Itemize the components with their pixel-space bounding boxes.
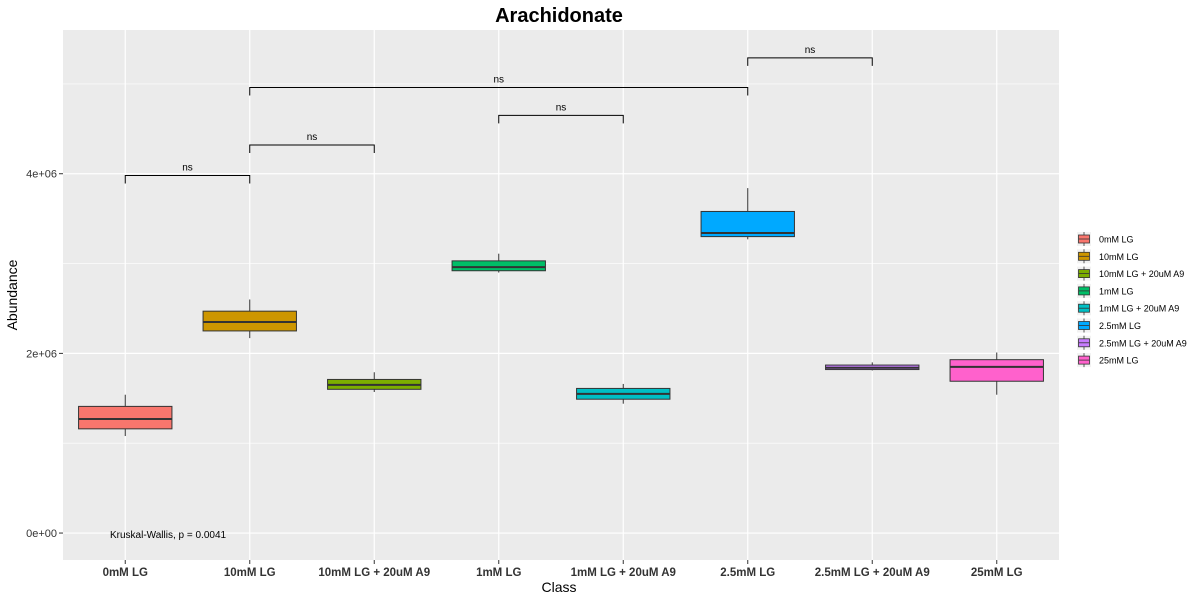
significance-label: ns [805, 45, 816, 56]
bracket-line [249, 86, 749, 96]
legend-item-7: 2.5mM LG + 20uM A9 [1077, 335, 1187, 350]
x-tick-label: 2.5mM LG + 20uM A9 [815, 567, 930, 579]
x-tick-label: 10mM LG + 20uM A9 [318, 567, 430, 579]
significance-label: ns [182, 163, 193, 174]
boxes-layer [78, 188, 1044, 437]
y-axis-title: Abundance [4, 259, 20, 330]
legend-item-3: 10mM LG + 20uM A9 [1077, 266, 1184, 281]
box-4 [451, 253, 546, 273]
y-axis-ticks: 0e+00 2e+06 4e+06 [26, 169, 63, 540]
comparisons-layer: ns ns ns ns ns [124, 45, 873, 184]
legend-label: 1mM LG [1099, 286, 1134, 296]
bracket-line [249, 144, 375, 153]
plot-panel [63, 30, 1059, 560]
y-tick-label: 4e+06 [26, 169, 57, 181]
box-7 [825, 362, 920, 371]
box-2 [202, 299, 297, 339]
legend-label: 10mM LG + 20uM A9 [1099, 269, 1184, 279]
legend-item-8: 25mM LG [1077, 353, 1139, 368]
x-tick-label: 1mM LG [476, 567, 521, 579]
box-3 [327, 372, 422, 393]
x-axis-title: Class [541, 579, 576, 595]
x-tick-label: 1mM LG + 20uM A9 [571, 567, 676, 579]
legend-label: 10mM LG [1099, 252, 1139, 262]
box-1 [78, 394, 173, 437]
comparison-bracket-1: ns [124, 163, 251, 184]
significance-label: ns [307, 132, 318, 143]
box-6 [700, 188, 795, 240]
x-tick-label: 10mM LG [224, 567, 276, 579]
y-tick-label: 0e+00 [26, 528, 57, 540]
comparison-bracket-4: ns [498, 102, 624, 124]
bracket-line [747, 57, 873, 66]
comparison-bracket-5: ns [747, 45, 873, 66]
x-tick-label: 2.5mM LG [720, 567, 775, 579]
legend-item-4: 1mM LG [1077, 283, 1134, 298]
legend-item-1: 0mM LG [1077, 232, 1134, 246]
legend: 0mM LG 10mM LG 10mM LG + 20uM A9 1mM LG 1mM … [1077, 232, 1187, 368]
comparison-bracket-2: ns [249, 132, 375, 153]
legend-item-6: 2.5mM LG [1077, 318, 1141, 333]
comparison-bracket-3: ns [249, 74, 749, 96]
x-tick-label: 25mM LG [971, 567, 1023, 579]
y-tick-label: 2e+06 [26, 348, 57, 360]
legend-label: 25mM LG [1099, 356, 1139, 366]
bracket-line [124, 175, 251, 184]
legend-item-5: 1mM LG + 20uM A9 [1077, 301, 1179, 316]
legend-label: 1mM LG + 20uM A9 [1099, 304, 1179, 314]
legend-label: 0mM LG [1099, 235, 1134, 245]
x-axis-ticks: 0mM LG 10mM LG 10mM LG + 20uM A9 1mM LG 1mM … [103, 560, 1023, 579]
box-5 [576, 383, 671, 404]
legend-item-2: 10mM LG [1077, 249, 1139, 264]
significance-label: ns [556, 102, 567, 113]
legend-label: 2.5mM LG [1099, 321, 1141, 331]
bracket-line [498, 114, 624, 124]
chart-title: Arachidonate [495, 5, 623, 27]
x-tick-label: 0mM LG [103, 567, 148, 579]
minor-gridlines [63, 83, 1059, 444]
box-body [78, 405, 173, 430]
significance-label: ns [493, 74, 504, 85]
box-8 [949, 352, 1044, 395]
box-body [451, 260, 546, 272]
box-body [949, 359, 1044, 382]
kruskal-wallis-annotation: Kruskal-Wallis, p = 0.0041 [110, 530, 227, 541]
legend-label: 2.5mM LG + 20uM A9 [1099, 338, 1187, 348]
major-gridlines [63, 30, 1059, 560]
